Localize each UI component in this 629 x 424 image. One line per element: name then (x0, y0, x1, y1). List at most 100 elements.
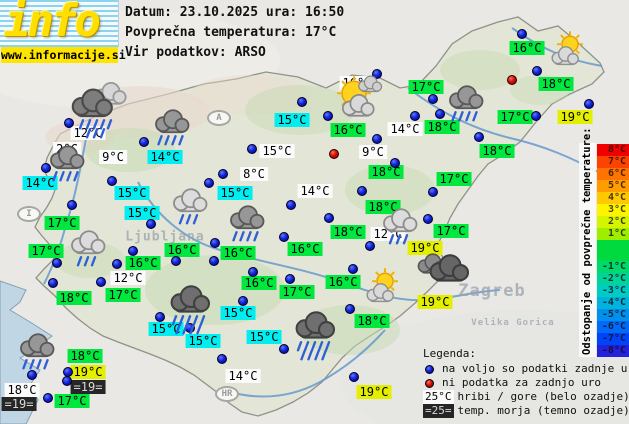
legend-title: Legenda: (423, 347, 476, 360)
station-available-dot (247, 144, 257, 154)
station-available-dot (428, 187, 438, 197)
station-available-dot (67, 200, 77, 210)
station-available-dot (428, 94, 438, 104)
station-temp-label: 16°C (325, 275, 361, 289)
station-available-dot (517, 29, 527, 39)
colorbar-scale: 8°C 7°C 6°C 5°C 4°C 3°C 2°C 1°C -1°C -2°C -3°C -4°C… (597, 144, 629, 357)
station-no-data-dot (329, 149, 339, 159)
legend-item: na voljo so podatki zadnje ure (423, 362, 629, 376)
station-temp-label: 12°C (110, 271, 146, 285)
map-city-label: Zagreb (458, 281, 526, 301)
station-available-dot (128, 246, 138, 256)
header-avg-temp-line: Povprečna temperatura: 17°C (125, 25, 337, 40)
station-temp-label: 14°C (147, 150, 183, 164)
station-available-dot (410, 111, 420, 121)
station-available-dot (423, 214, 433, 224)
station-temp-label: 19°C (356, 385, 392, 399)
weather-icon-cloud-dark (413, 244, 477, 300)
station-temp-label: 14°C (225, 369, 261, 383)
station-temp-label: 16°C (220, 246, 256, 260)
weather-icon-rain-dark (215, 195, 279, 251)
map-city-label: Ljubljana (125, 229, 205, 245)
colorbar-cell: 6°C (597, 168, 629, 180)
station-available-dot (218, 169, 228, 179)
weather-icon-rain-dark (140, 99, 204, 155)
station-available-dot (285, 274, 295, 284)
station-available-dot (112, 259, 122, 269)
station-temp-label: 17°C (497, 110, 533, 124)
weather-icon-rain-cluster (65, 80, 129, 139)
road-sign: I (17, 206, 41, 222)
station-temp-label: 14°C (387, 122, 423, 136)
station-temp-label: 9°C (359, 145, 387, 159)
colorbar-cell: -4°C (597, 297, 629, 309)
station-temp-label: 17°C (44, 216, 80, 230)
station-temp-label: 15°C (114, 186, 150, 200)
station-temp-label: 17°C (54, 394, 90, 408)
station-available-dot (41, 163, 51, 173)
station-available-dot (324, 213, 334, 223)
station-temp-label: 9°C (99, 150, 127, 164)
station-temp-label: 18°C (330, 225, 366, 239)
station-available-dot (349, 372, 359, 382)
weather-icon-rain-dark (5, 323, 69, 379)
colorbar-cell: 4°C (597, 192, 629, 204)
blue-dot-icon (425, 364, 434, 374)
info-logo[interactable]: info www.informacije.si (0, 0, 126, 64)
station-temp-label: 17°C (105, 288, 141, 302)
station-temp-label: 8°C (240, 167, 268, 181)
legend-item: =25= temp. morja (temno ozadje) (423, 404, 629, 418)
station-available-dot (279, 344, 289, 354)
colorbar-cell: -1°C (597, 261, 629, 273)
station-temp-label: 16°C (125, 256, 161, 270)
station-available-dot (204, 178, 214, 188)
station-available-dot (171, 256, 181, 266)
station-available-dot (584, 99, 594, 109)
weather-icon-rain-light (368, 198, 432, 254)
station-available-dot (27, 370, 37, 380)
weather-icon-rain-light (56, 220, 120, 276)
station-available-dot (139, 137, 149, 147)
station-temp-label: 15°C (220, 306, 256, 320)
station-temp-label: =19= (1, 397, 37, 411)
station-available-dot (107, 176, 117, 186)
station-no-data-dot (507, 75, 517, 85)
station-available-dot (155, 312, 165, 322)
station-temp-label: 18°C (4, 383, 40, 397)
weather-icon-sun-cloud (536, 27, 600, 83)
station-temp-label: 16°C (287, 242, 323, 256)
station-available-dot (390, 158, 400, 168)
red-dot-icon (425, 378, 434, 388)
colorbar-cell: -7°C (597, 333, 629, 345)
station-temp-label: 18°C (538, 77, 574, 91)
weather-icon-rain-dark (434, 75, 498, 131)
station-temp-label: 18°C (56, 291, 92, 305)
map-city-label: Velika Gorica (471, 318, 555, 328)
station-available-dot (348, 264, 358, 274)
station-available-dot (96, 277, 106, 287)
station-temp-label: 15°C (246, 330, 282, 344)
station-available-dot (146, 219, 156, 229)
station-temp-label: 14°C (297, 184, 333, 198)
station-temp-label: 17°C (436, 172, 472, 186)
station-available-dot (43, 393, 53, 403)
station-available-dot (52, 258, 62, 268)
legend-item-text: hribi / gore (belo ozadje) (457, 390, 629, 403)
station-temp-label: 17°C (28, 244, 64, 258)
header-date-line: Datum: 23.10.2025 ura: 16:50 (125, 5, 345, 20)
logo-website-link[interactable]: www.informacije.si (1, 47, 126, 63)
station-available-dot (345, 304, 355, 314)
colorbar-title: Odstopanje od povprečne temperature: (579, 127, 596, 357)
station-available-dot (279, 232, 289, 242)
station-available-dot (238, 296, 248, 306)
station-temp-label: 18°C (365, 200, 401, 214)
dark-label-sample: =25= (423, 404, 454, 418)
colorbar-cell: 7°C (597, 156, 629, 168)
station-temp-label: 17°C (408, 80, 444, 94)
station-temp-label: 19°C (557, 110, 593, 124)
station-available-dot (248, 267, 258, 277)
station-temp-label: 16°C (509, 41, 545, 55)
white-label-sample: 25°C (423, 390, 454, 404)
weather-icon-sun-cloud-big (324, 72, 388, 128)
station-temp-label: 18°C (354, 314, 390, 328)
